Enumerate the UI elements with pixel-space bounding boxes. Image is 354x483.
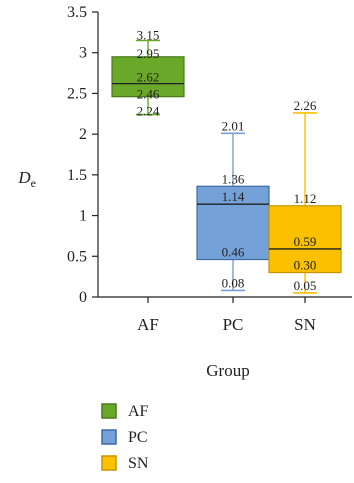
y-axis-title-main: D [17,168,31,187]
y-tick-label: 1 [79,208,87,225]
y-tick-label: 3 [79,45,87,62]
legend-label: PC [128,429,148,446]
x-axis-title: Group [206,361,249,380]
min-label: 0.05 [294,278,317,293]
iqr-box [268,205,342,274]
legend-swatch [101,429,117,445]
x-ticks: AF PC SN [137,297,316,334]
x-tick-label: AF [137,315,159,334]
max-label: 2.01 [222,118,245,133]
legend-label: SN [128,455,149,472]
q3-label: 2.95 [137,46,160,61]
boxes: 3.15 2.95 2.62 2.46 2.24 2.01 1.36 1.14 0.46 0.08… [111,28,342,294]
median-label: 0.59 [294,234,317,249]
min-label: 0.08 [222,275,245,290]
max-label: 3.15 [137,28,160,43]
y-tick-label: 0.5 [67,248,87,265]
iqr-box [196,185,270,261]
x-tick-label: SN [294,315,316,334]
box-af: 3.15 2.95 2.62 2.46 2.24 [111,28,185,119]
median-label: 2.62 [137,70,160,85]
legend-label: AF [128,403,149,420]
q1-label: 0.30 [294,258,317,273]
legend-item-pc: PC [101,429,148,446]
legend-item-sn: SN [101,455,149,472]
box-sn: 2.26 1.12 0.59 0.30 0.05 [268,98,342,294]
y-axis-title-subscript: e [31,176,36,190]
y-tick-label: 2 [79,126,87,143]
q1-label: 2.46 [137,87,160,102]
y-axis-title: De [17,168,36,190]
median-label: 1.14 [222,189,245,204]
q3-label: 1.12 [294,191,317,206]
legend-swatch [101,455,117,471]
q1-label: 0.46 [222,245,245,260]
max-label: 2.26 [294,98,317,113]
axes [97,12,352,298]
y-ticks: 0 0.5 1 1.5 2 2.5 3 3.5 [67,4,98,306]
min-label: 2.24 [137,104,160,119]
y-tick-label: 2.5 [67,85,87,102]
y-tick-label: 1.5 [67,167,87,184]
box-pc: 2.01 1.36 1.14 0.46 0.08 [196,118,270,292]
iqr-box [111,56,185,98]
y-tick-label: 3.5 [67,4,87,21]
legend-swatch [101,403,117,419]
legend: AF PC SN [101,403,149,472]
legend-item-af: AF [101,403,149,420]
q3-label: 1.36 [222,171,245,186]
y-tick-label: 0 [79,289,87,306]
x-tick-label: PC [223,315,244,334]
